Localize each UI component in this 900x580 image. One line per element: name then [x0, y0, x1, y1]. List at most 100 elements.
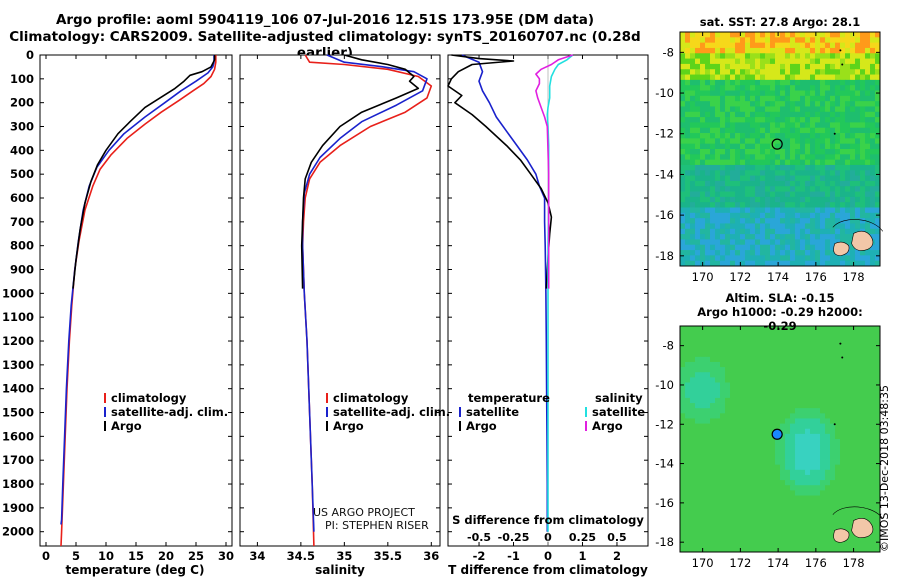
map-cell	[830, 331, 836, 337]
map-cell	[745, 117, 751, 123]
map-cell	[730, 244, 736, 251]
map-cell	[780, 326, 786, 332]
credit-project: US ARGO PROJECT	[313, 506, 415, 519]
map-cell	[750, 346, 756, 353]
map-cell	[765, 474, 771, 481]
map-cell	[715, 255, 721, 262]
map-cell	[865, 474, 871, 481]
map-cell	[715, 541, 721, 548]
map-cell	[840, 326, 846, 332]
map-cell	[745, 149, 751, 155]
map-cell	[780, 196, 786, 203]
map-cell	[855, 361, 861, 368]
map-cell	[710, 413, 716, 419]
map-cell	[680, 331, 686, 337]
map-cell	[850, 505, 856, 512]
map-cell	[690, 428, 696, 435]
map-cell	[815, 191, 821, 198]
map-cell	[760, 186, 766, 192]
map-cell	[680, 428, 686, 435]
map-cell	[745, 223, 751, 230]
map-cell	[765, 490, 771, 496]
map-cell	[840, 79, 846, 86]
map-cell	[695, 459, 701, 466]
map-cell	[745, 387, 751, 394]
map-cell	[760, 218, 766, 224]
map-cell	[720, 408, 726, 414]
map-cell	[790, 351, 796, 358]
map-cell	[860, 164, 866, 171]
map-cell	[875, 164, 881, 171]
map-cell	[785, 250, 791, 256]
map-cell	[820, 37, 826, 44]
map-cell	[770, 500, 776, 507]
map-cell	[800, 505, 806, 512]
map-cell	[795, 510, 801, 517]
map-cell	[815, 170, 821, 176]
map-cell	[790, 495, 796, 502]
map-cell	[740, 239, 746, 246]
map-cell	[865, 207, 871, 214]
map-cell	[830, 413, 836, 419]
map-cell	[720, 474, 726, 481]
map-cell	[825, 454, 831, 460]
map-cell	[685, 449, 691, 455]
map-cell	[820, 367, 826, 373]
map-cell	[820, 101, 826, 107]
map-cell	[785, 536, 791, 543]
map-cell	[695, 382, 701, 389]
map-cell	[800, 428, 806, 435]
map-cell	[825, 32, 831, 38]
map-cell	[830, 546, 836, 553]
map-cell	[765, 250, 771, 256]
map-cell	[705, 521, 711, 527]
map-cell	[785, 244, 791, 251]
map-cell	[725, 346, 731, 353]
map-cell	[870, 454, 876, 460]
map-cell	[835, 459, 841, 466]
map-cell	[750, 474, 756, 481]
map-cell	[850, 69, 856, 75]
map-cell	[740, 341, 746, 347]
map-cell	[835, 331, 841, 337]
map-cell	[780, 423, 786, 430]
map-cell	[790, 250, 796, 256]
map-cell	[875, 464, 881, 471]
map-cell	[750, 79, 756, 86]
temperature-legend-climatology: climatology	[104, 391, 186, 405]
map-cell	[865, 464, 871, 471]
map-cell	[710, 361, 716, 368]
map-cell	[825, 255, 831, 262]
map-xtick-label: 178	[843, 270, 865, 284]
map-cell	[870, 53, 876, 59]
map-cell	[815, 32, 821, 38]
map-cell	[685, 392, 691, 399]
map-cell	[750, 159, 756, 166]
map-cell	[730, 397, 736, 404]
map-cell	[680, 212, 686, 219]
map-cell	[870, 207, 876, 214]
map-cell	[745, 413, 751, 419]
map-ytick-label: -18	[655, 535, 674, 549]
map-cell	[870, 218, 876, 224]
map-cell	[760, 464, 766, 471]
map-cell	[790, 37, 796, 44]
map-cell	[875, 149, 881, 155]
map-cell	[765, 244, 771, 251]
map-cell	[860, 207, 866, 214]
map-cell	[865, 32, 871, 38]
map-cell	[790, 418, 796, 424]
map-cell	[780, 531, 786, 537]
map-cell	[855, 85, 861, 91]
map-cell	[770, 149, 776, 155]
map-cell	[865, 260, 871, 267]
map-cell	[735, 469, 741, 476]
map-cell	[685, 42, 691, 49]
map-cell	[720, 202, 726, 208]
map-cell	[740, 191, 746, 198]
map-cell	[680, 346, 686, 353]
map-cell	[865, 510, 871, 517]
map-cell	[720, 423, 726, 430]
temperature-xlabel: temperature (deg C)	[65, 563, 205, 577]
map-cell	[685, 138, 691, 145]
